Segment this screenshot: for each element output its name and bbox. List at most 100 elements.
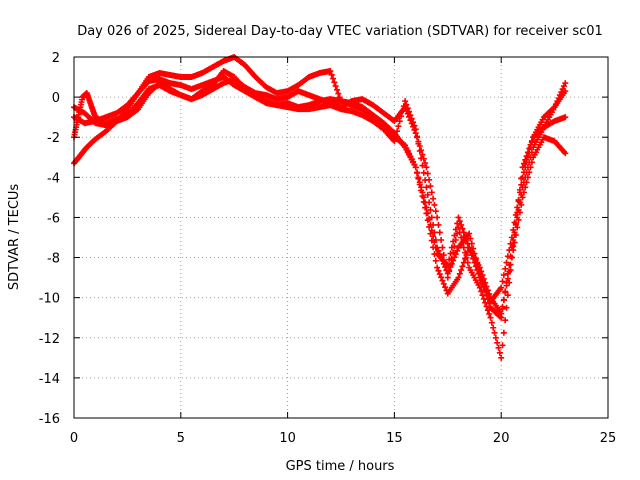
data-point — [427, 183, 434, 190]
data-point — [434, 264, 441, 271]
y-tick-label: -12 — [39, 332, 60, 347]
data-point — [458, 267, 465, 274]
data-point — [438, 237, 445, 244]
data-point — [391, 138, 398, 145]
data-point — [456, 270, 463, 277]
data-point — [410, 123, 417, 130]
data-point — [439, 244, 446, 251]
data-point — [430, 195, 437, 202]
data-point — [423, 210, 430, 217]
x-tick-label: 25 — [600, 431, 617, 446]
data-point — [420, 155, 427, 162]
data-point — [562, 150, 569, 157]
data-point — [480, 295, 487, 302]
data-point — [427, 230, 434, 237]
data-point — [459, 225, 466, 232]
data-point — [426, 176, 433, 183]
data-point — [456, 218, 463, 225]
data-point — [475, 265, 482, 272]
data-point — [444, 274, 451, 281]
data-point — [518, 191, 525, 198]
data-point — [528, 137, 535, 144]
data-point — [458, 234, 465, 241]
data-point — [466, 230, 473, 237]
data-point — [510, 243, 517, 250]
x-tick-label: 15 — [386, 431, 403, 446]
y-tick-label: -14 — [39, 372, 60, 387]
data-point — [510, 237, 517, 244]
x-tick-label: 0 — [70, 431, 78, 446]
data-point — [506, 279, 513, 286]
data-point — [460, 244, 467, 251]
data-point — [463, 254, 470, 261]
data-point — [426, 223, 433, 230]
data-point — [423, 164, 430, 171]
data-point — [516, 186, 523, 193]
data-point — [332, 83, 339, 90]
data-markers — [71, 54, 569, 361]
data-point — [432, 257, 439, 264]
data-point — [428, 189, 435, 196]
y-tick-label: 2 — [52, 51, 60, 66]
data-point — [491, 329, 498, 336]
data-point — [478, 274, 485, 281]
x-tick-label: 10 — [279, 431, 296, 446]
data-point — [435, 267, 442, 274]
data-point — [471, 250, 478, 257]
data-point — [419, 193, 426, 200]
data-point — [440, 252, 447, 259]
data-point — [522, 174, 529, 181]
data-point — [416, 142, 423, 149]
data-point — [415, 175, 422, 182]
data-point — [454, 247, 461, 254]
data-point — [499, 278, 506, 285]
data-point — [455, 274, 462, 281]
data-point — [498, 284, 505, 291]
data-point — [438, 274, 445, 281]
data-point — [499, 342, 506, 349]
data-point — [412, 130, 419, 137]
data-point — [519, 164, 526, 171]
data-point — [420, 198, 427, 205]
data-point — [402, 104, 409, 111]
data-point — [432, 237, 439, 244]
y-tick-label: -16 — [39, 412, 60, 427]
data-point — [424, 217, 431, 224]
y-tick-label: -2 — [47, 131, 60, 146]
data-point — [507, 267, 514, 274]
data-point — [392, 133, 399, 140]
data-point — [494, 339, 501, 346]
data-point — [456, 229, 463, 236]
data-point — [423, 184, 430, 191]
data-point — [435, 221, 442, 228]
data-point — [495, 344, 502, 351]
data-point — [503, 304, 510, 311]
data-point — [476, 284, 483, 291]
data-point — [512, 220, 519, 227]
data-point — [562, 114, 569, 121]
data-point — [500, 272, 507, 279]
data-point — [500, 329, 507, 336]
data-point — [424, 170, 431, 177]
data-point — [436, 229, 443, 236]
data-point — [435, 247, 442, 254]
data-point — [411, 126, 418, 133]
data-point — [451, 243, 458, 250]
data-point — [328, 71, 335, 78]
data-point — [432, 208, 439, 215]
data-point — [480, 283, 487, 290]
data-point — [415, 138, 422, 145]
data-point — [403, 107, 410, 114]
data-point — [404, 110, 411, 117]
data-point — [468, 240, 475, 247]
data-point — [414, 170, 421, 177]
data-point — [479, 279, 486, 286]
data-point — [333, 86, 340, 93]
data-point — [414, 134, 421, 141]
x-axis-label: GPS time / hours — [286, 459, 395, 474]
x-tick-label: 20 — [493, 431, 510, 446]
data-point — [520, 160, 527, 167]
data-point — [446, 268, 453, 275]
